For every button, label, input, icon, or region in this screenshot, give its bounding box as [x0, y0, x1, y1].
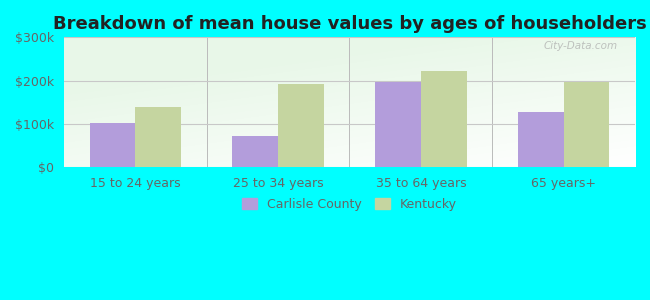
Bar: [90, 123, 135, 167]
Bar: [421, 71, 467, 167]
Title: Breakdown of mean house values by ages of householders: Breakdown of mean house values by ages o…: [53, 15, 646, 33]
Bar: [564, 82, 609, 167]
Bar: [135, 106, 181, 167]
Legend: Carlisle County, Kentucky: Carlisle County, Kentucky: [237, 193, 462, 215]
Bar: [375, 82, 421, 167]
Bar: [232, 136, 278, 167]
Text: City-Data.com: City-Data.com: [544, 41, 618, 51]
Bar: [518, 112, 564, 167]
Bar: [278, 84, 324, 167]
